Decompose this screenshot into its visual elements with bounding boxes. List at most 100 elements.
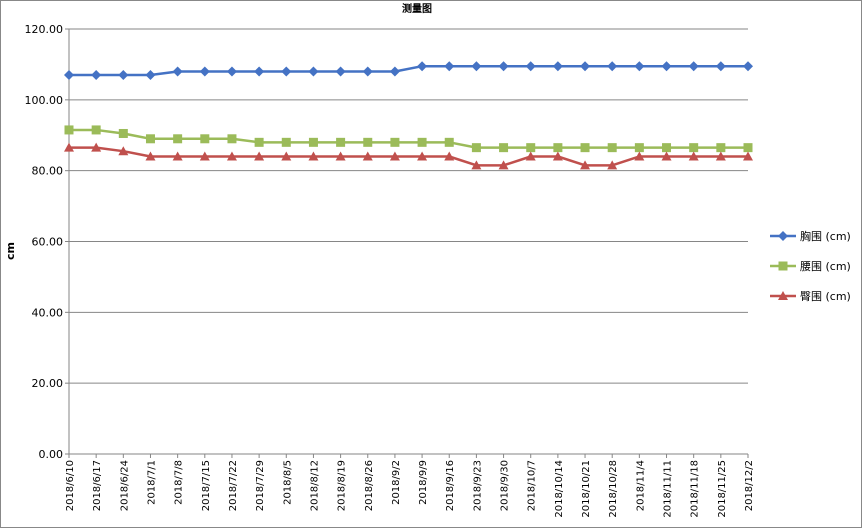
data-point bbox=[145, 151, 156, 161]
x-tick-label: 2018/7/1 bbox=[146, 460, 157, 505]
data-point bbox=[689, 143, 699, 153]
data-point bbox=[254, 66, 265, 77]
x-tick-label: 2018/9/9 bbox=[418, 460, 429, 505]
data-point bbox=[634, 151, 645, 161]
data-point bbox=[743, 143, 753, 153]
x-tick-label: 2018/8/26 bbox=[364, 460, 375, 511]
data-point bbox=[743, 61, 753, 72]
y-axis-label: cm bbox=[4, 242, 17, 260]
data-point bbox=[634, 143, 644, 153]
data-point bbox=[498, 61, 509, 72]
data-point bbox=[525, 151, 536, 161]
data-point bbox=[716, 143, 726, 153]
data-point bbox=[227, 134, 237, 144]
data-point bbox=[172, 66, 183, 77]
x-tick-label: 2018/7/29 bbox=[255, 460, 266, 511]
data-point bbox=[715, 61, 726, 72]
y-tick-label: 20.00 bbox=[32, 377, 64, 390]
legend-item: 胸围 (cm) bbox=[770, 229, 851, 243]
series-3 bbox=[64, 142, 753, 170]
x-tick-label: 2018/7/22 bbox=[228, 460, 239, 511]
legend-marker bbox=[778, 231, 788, 241]
x-tick-label: 2018/6/24 bbox=[119, 460, 130, 511]
data-point bbox=[254, 137, 264, 147]
data-point bbox=[281, 151, 292, 161]
data-point bbox=[118, 70, 129, 81]
data-point bbox=[634, 61, 645, 72]
legend-marker bbox=[778, 261, 788, 271]
data-point bbox=[390, 137, 400, 147]
legend-label: 胸围 (cm) bbox=[800, 229, 851, 243]
legend-marker bbox=[778, 291, 788, 300]
data-point bbox=[471, 61, 482, 72]
data-point bbox=[607, 143, 617, 153]
data-point bbox=[580, 143, 590, 153]
y-tick-label: 40.00 bbox=[32, 306, 64, 319]
data-point bbox=[525, 61, 536, 72]
data-point bbox=[715, 151, 726, 161]
data-point bbox=[145, 70, 156, 81]
data-point bbox=[444, 151, 455, 161]
x-tick-label: 2018/11/11 bbox=[663, 460, 674, 518]
data-point bbox=[91, 70, 102, 81]
data-point bbox=[552, 61, 563, 72]
x-tick-label: 2018/12/2 bbox=[744, 460, 755, 511]
x-tick-label: 2018/6/10 bbox=[65, 460, 76, 511]
data-point bbox=[308, 137, 318, 147]
x-tick-label: 2018/11/25 bbox=[717, 460, 728, 518]
data-point bbox=[389, 151, 400, 161]
x-tick-label: 2018/6/17 bbox=[92, 460, 103, 511]
x-tick-label: 2018/8/5 bbox=[282, 460, 293, 505]
data-point bbox=[661, 61, 672, 72]
legend-item: 腰围 (cm) bbox=[770, 260, 851, 273]
x-tick-label: 2018/9/30 bbox=[500, 460, 511, 511]
data-point bbox=[417, 137, 427, 147]
data-point bbox=[281, 137, 291, 147]
chart-title: 测量图 bbox=[402, 2, 432, 15]
data-point bbox=[362, 151, 373, 161]
data-point bbox=[254, 151, 265, 161]
y-tick-label: 60.00 bbox=[32, 236, 64, 249]
data-point bbox=[281, 66, 292, 77]
legend: 胸围 (cm) 腰围 (cm) 臀围 (cm) bbox=[770, 229, 851, 303]
data-point bbox=[444, 137, 454, 147]
data-point bbox=[662, 143, 672, 153]
x-tick-label: 2018/7/15 bbox=[201, 460, 212, 511]
data-point bbox=[172, 151, 183, 161]
data-point bbox=[417, 151, 428, 161]
data-point bbox=[335, 151, 346, 161]
series-line bbox=[69, 128, 748, 149]
data-point bbox=[91, 142, 102, 152]
x-tick-labels: 2018/6/10 2018/6/17 2018/6/24 2018/7/1 2018/… bbox=[65, 460, 755, 518]
data-point bbox=[308, 66, 319, 77]
series bbox=[64, 61, 753, 170]
y-tick-label: 0.00 bbox=[39, 448, 64, 461]
y-tick-label: 80.00 bbox=[32, 165, 64, 178]
legend-label: 腰围 (cm) bbox=[800, 260, 851, 273]
data-point bbox=[200, 134, 210, 144]
data-point bbox=[118, 146, 129, 156]
data-point bbox=[335, 66, 346, 77]
data-point bbox=[607, 61, 618, 72]
data-point bbox=[199, 151, 210, 161]
x-tick-label: 2018/11/4 bbox=[635, 460, 646, 511]
data-point bbox=[362, 66, 373, 77]
data-point bbox=[471, 160, 482, 170]
data-point bbox=[607, 160, 618, 170]
data-point bbox=[526, 143, 536, 153]
data-point bbox=[64, 70, 74, 81]
data-point bbox=[145, 134, 155, 144]
legend-item: 臀围 (cm) bbox=[770, 290, 851, 303]
data-point bbox=[743, 151, 753, 161]
data-point bbox=[64, 125, 74, 135]
data-point bbox=[64, 142, 74, 152]
data-point bbox=[308, 151, 319, 161]
y-tick-label: 120.00 bbox=[25, 23, 64, 36]
data-point bbox=[226, 151, 237, 161]
x-tick-label: 2018/7/8 bbox=[174, 460, 185, 505]
data-point bbox=[471, 143, 481, 153]
data-point bbox=[553, 143, 563, 153]
gridlines bbox=[65, 28, 748, 455]
x-tick-label: 2018/10/14 bbox=[554, 460, 565, 518]
x-tick-label: 2018/8/12 bbox=[309, 460, 320, 511]
